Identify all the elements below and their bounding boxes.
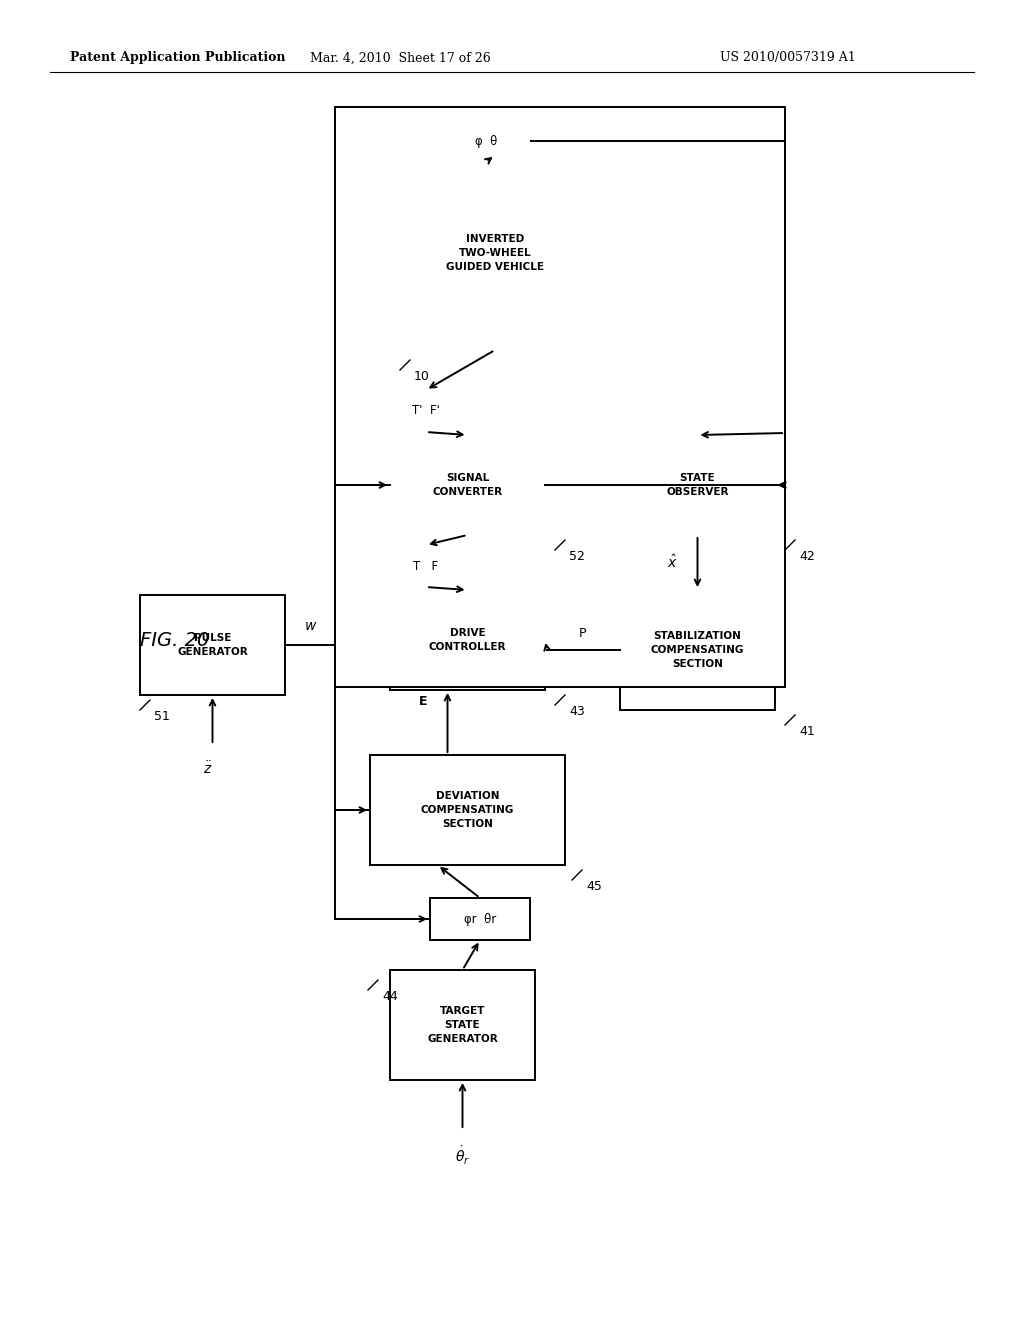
Bar <box>390 436 545 535</box>
Text: 51: 51 <box>154 710 170 723</box>
Bar <box>430 154 560 350</box>
Text: 10: 10 <box>414 370 430 383</box>
Text: STABILIZATION
COMPENSATING
SECTION: STABILIZATION COMPENSATING SECTION <box>651 631 744 669</box>
Bar <box>620 436 775 535</box>
Text: P: P <box>579 627 587 640</box>
Text: T'  F': T' F' <box>412 404 440 417</box>
Text: Mar. 4, 2010  Sheet 17 of 26: Mar. 4, 2010 Sheet 17 of 26 <box>309 51 490 65</box>
Text: E: E <box>419 696 427 708</box>
Text: w: w <box>305 619 316 634</box>
Text: DEVIATION
COMPENSATING
SECTION: DEVIATION COMPENSATING SECTION <box>421 791 514 829</box>
Bar <box>441 120 531 162</box>
Bar <box>620 590 775 710</box>
Bar <box>140 595 285 696</box>
Text: PULSE
GENERATOR: PULSE GENERATOR <box>177 634 248 657</box>
Text: STATE
OBSERVER: STATE OBSERVER <box>667 473 729 498</box>
Text: SIGNAL
CONVERTER: SIGNAL CONVERTER <box>432 473 503 498</box>
Bar <box>370 755 565 865</box>
Bar <box>390 590 545 690</box>
Bar <box>391 389 461 432</box>
Text: $\dot{\theta}_r$: $\dot{\theta}_r$ <box>455 1144 470 1167</box>
Text: TARGET
STATE
GENERATOR: TARGET STATE GENERATOR <box>427 1006 498 1044</box>
Bar <box>430 898 530 940</box>
Bar <box>335 107 785 686</box>
Text: $\ddot{z}$: $\ddot{z}$ <box>203 760 212 776</box>
Text: 45: 45 <box>586 880 602 894</box>
Text: Patent Application Publication: Patent Application Publication <box>70 51 286 65</box>
Text: FIG. 20: FIG. 20 <box>140 631 210 649</box>
Bar <box>390 970 535 1080</box>
Text: INVERTED
TWO-WHEEL
GUIDED VEHICLE: INVERTED TWO-WHEEL GUIDED VEHICLE <box>446 234 544 272</box>
Text: φr  θr: φr θr <box>464 912 496 925</box>
Text: 42: 42 <box>799 550 815 564</box>
Text: T   F: T F <box>414 560 438 573</box>
Text: US 2010/0057319 A1: US 2010/0057319 A1 <box>720 51 856 65</box>
Text: 52: 52 <box>569 550 585 564</box>
Text: 44: 44 <box>382 990 397 1003</box>
Text: 41: 41 <box>799 725 815 738</box>
Text: DRIVE
CONTROLLER: DRIVE CONTROLLER <box>429 628 506 652</box>
Bar <box>391 545 461 587</box>
Text: $\hat{x}$: $\hat{x}$ <box>667 554 678 572</box>
Text: φ  θ: φ θ <box>475 135 497 148</box>
Text: 43: 43 <box>569 705 585 718</box>
